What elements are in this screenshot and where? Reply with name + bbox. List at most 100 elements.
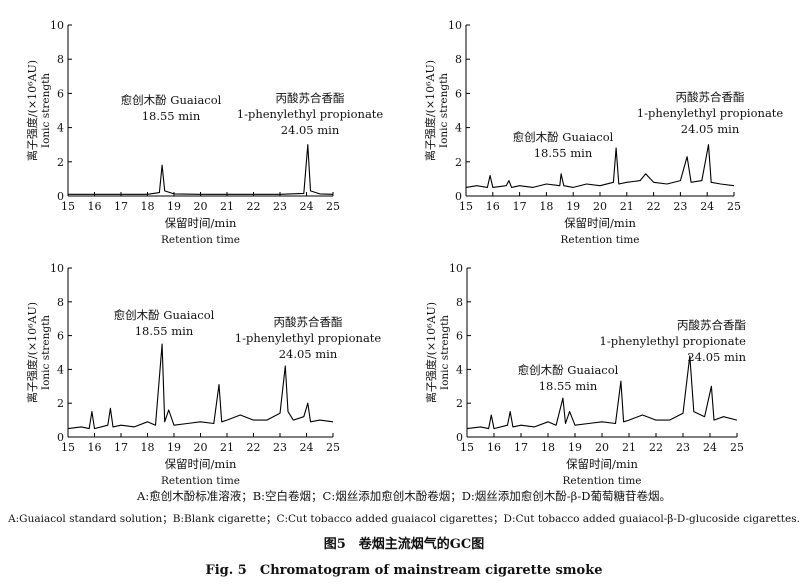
chromatogram-trace xyxy=(67,343,334,430)
x-tick-label: 19 xyxy=(167,441,181,454)
x-tick-label: 19 xyxy=(566,200,580,213)
x-axis-label-cn: 保留时间/min xyxy=(165,216,237,230)
x-axis-label-en: Retention time xyxy=(560,234,639,246)
y-tick-label: 8 xyxy=(455,53,462,66)
peak-label-phenylethyl-propionate: 丙酸苏合香酯 1-phenylethyl propionate 24.05 min xyxy=(237,91,384,137)
y-tick-label: 6 xyxy=(57,330,64,343)
chart-panel-c: 15 16 17 18 19 20 21 22 23 24 250246810保留时间/minRet… xyxy=(25,262,381,487)
x-tick-label: 21 xyxy=(220,441,234,454)
x-tick-label: 24 xyxy=(300,441,314,454)
peak-label-guaiacol: 愈创木酚 Guaiacol 18.55 min xyxy=(121,93,222,123)
x-tick-label: 23 xyxy=(676,441,690,454)
y-tick-label: 8 xyxy=(456,296,463,309)
x-tick-label: 16 xyxy=(88,441,102,454)
x-axis-label-en: Retention time xyxy=(161,234,240,246)
x-tick-label: 15 xyxy=(61,200,75,213)
peak-label-guaiacol: 愈创木酚 Guaiacol 18.55 min xyxy=(518,363,619,393)
x-tick-label: 20 xyxy=(595,441,609,454)
y-tick-label: 4 xyxy=(57,363,64,376)
y-axis-label-cn: 离子强度/(×10⁶AU) xyxy=(25,302,39,403)
peak-label-guaiacol: 愈创木酚 Guaiacol 18.55 min xyxy=(513,130,614,160)
y-tick-label: 4 xyxy=(456,363,463,376)
x-tick-label: 20 xyxy=(194,200,208,213)
x-tick-label: 21 xyxy=(220,200,234,213)
y-tick-label: 6 xyxy=(456,330,463,343)
y-axis-label-en: Ionic strength xyxy=(40,315,52,390)
y-tick-label: 8 xyxy=(57,296,64,309)
x-tick-label: 18 xyxy=(141,441,155,454)
y-axis-label-cn: 离子强度/(×10⁶AU) xyxy=(424,302,438,403)
x-tick-label: 19 xyxy=(568,441,582,454)
figure-title-cn: 图5 卷烟主流烟气的GC图 xyxy=(323,537,485,552)
x-tick-label: 17 xyxy=(114,441,128,454)
x-tick-label: 15 xyxy=(460,441,474,454)
x-tick-label: 18 xyxy=(539,200,553,213)
x-axis-label-cn: 保留时间/min xyxy=(566,457,638,471)
y-axis-label-en: Ionic strength xyxy=(40,73,52,148)
x-tick-label: 19 xyxy=(167,200,181,213)
x-tick-label: 23 xyxy=(673,200,687,213)
x-tick-label: 17 xyxy=(114,200,128,213)
x-tick-label: 17 xyxy=(514,441,528,454)
x-axis-label-en: Retention time xyxy=(562,475,641,487)
panel-legend-en: A:Guaiacol standard solution；B:Blank cig… xyxy=(8,513,800,525)
chromatogram-figure: 15 16 17 18 19 20 21 22 23 24 250246810保留时间/minRet… xyxy=(25,19,783,487)
y-tick-label: 2 xyxy=(456,397,463,410)
chromatogram-trace xyxy=(465,144,735,188)
y-tick-label: 2 xyxy=(57,156,64,169)
chromatogram-trace xyxy=(466,355,738,430)
x-tick-label: 20 xyxy=(194,441,208,454)
y-axis-label-en: Ionic strength xyxy=(439,315,451,390)
x-axis-label-cn: 保留时间/min xyxy=(564,216,636,230)
x-tick-label: 22 xyxy=(647,200,661,213)
x-tick-label: 18 xyxy=(141,200,155,213)
x-tick-label: 20 xyxy=(593,200,607,213)
x-tick-label: 22 xyxy=(247,200,261,213)
x-axis-label-cn: 保留时间/min xyxy=(165,457,237,471)
y-tick-label: 0 xyxy=(456,431,463,444)
x-tick-label: 22 xyxy=(649,441,663,454)
x-tick-label: 15 xyxy=(459,200,473,213)
peak-label-guaiacol: 愈创木酚 Guaiacol 18.55 min xyxy=(114,308,215,338)
y-tick-label: 0 xyxy=(57,190,64,203)
y-tick-label: 8 xyxy=(57,53,64,66)
y-axis-label-en: Ionic strength xyxy=(438,73,450,148)
x-tick-label: 24 xyxy=(703,441,717,454)
x-tick-label: 23 xyxy=(273,441,287,454)
x-tick-label: 25 xyxy=(727,200,741,213)
chart-panel-a: 15 16 17 18 19 20 21 22 23 24 250246810保留时间/minRet… xyxy=(25,19,383,246)
peak-label-phenylethyl-propionate: 丙酸苏合香酯 1-phenylethyl propionate 24.05 min xyxy=(637,90,784,136)
x-tick-label: 16 xyxy=(487,441,501,454)
y-tick-label: 2 xyxy=(455,156,462,169)
y-tick-label: 10 xyxy=(449,262,463,275)
y-tick-label: 4 xyxy=(57,122,64,135)
x-tick-label: 18 xyxy=(541,441,555,454)
x-axis-label-en: Retention time xyxy=(161,475,240,487)
x-tick-label: 17 xyxy=(513,200,527,213)
x-tick-label: 24 xyxy=(300,200,314,213)
y-tick-label: 4 xyxy=(455,122,462,135)
y-tick-label: 6 xyxy=(57,87,64,100)
y-tick-label: 6 xyxy=(455,87,462,100)
x-tick-label: 16 xyxy=(486,200,500,213)
x-tick-label: 25 xyxy=(326,200,340,213)
chart-panel-d: 15 16 17 18 19 20 21 22 23 24 250246810保留时间/minRet… xyxy=(424,262,747,487)
chart-panel-b: 15 16 17 18 19 20 21 22 23 24 250246810保留时间/minRet… xyxy=(423,19,783,246)
x-tick-label: 23 xyxy=(273,200,287,213)
x-tick-label: 16 xyxy=(88,200,102,213)
y-tick-label: 0 xyxy=(455,190,462,203)
x-tick-label: 24 xyxy=(700,200,714,213)
x-tick-label: 25 xyxy=(326,441,340,454)
y-tick-label: 2 xyxy=(57,397,64,410)
peak-label-phenylethyl-propionate: 丙酸苏合香酯 1-phenylethyl propionate 24.05 min xyxy=(600,318,747,364)
chromatogram-trace xyxy=(68,144,334,195)
y-tick-label: 10 xyxy=(448,19,462,32)
peak-label-phenylethyl-propionate: 丙酸苏合香酯 1-phenylethyl propionate 24.05 min xyxy=(235,315,382,361)
x-tick-label: 21 xyxy=(620,200,634,213)
y-tick-label: 10 xyxy=(50,262,64,275)
x-tick-label: 25 xyxy=(730,441,744,454)
x-tick-label: 22 xyxy=(247,441,261,454)
y-axis-label-cn: 离子强度/(×10⁶AU) xyxy=(25,60,39,161)
y-tick-label: 0 xyxy=(57,431,64,444)
panel-legend-cn: A:愈创木酚标准溶液；B:空白卷烟；C:烟丝添加愈创木酚卷烟；D:烟丝添加愈创木… xyxy=(137,489,671,503)
